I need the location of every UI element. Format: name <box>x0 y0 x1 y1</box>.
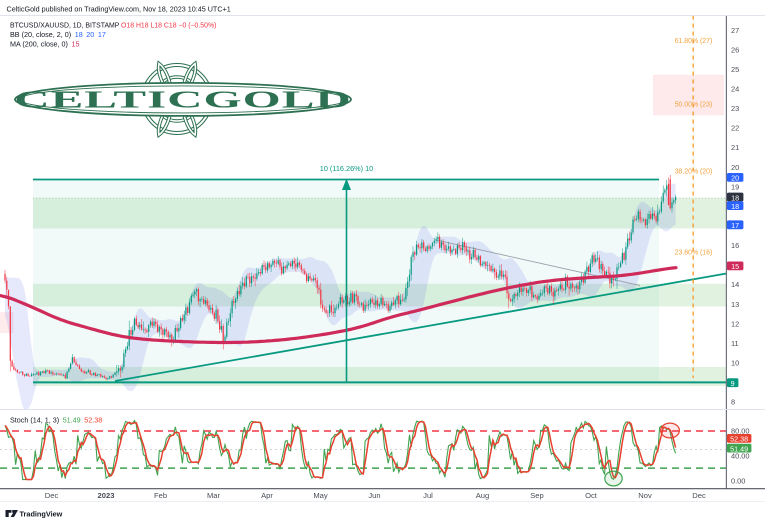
svg-text:16: 16 <box>731 241 739 250</box>
svg-text:26: 26 <box>731 45 739 54</box>
svg-text:21: 21 <box>731 143 739 152</box>
svg-text:14: 14 <box>731 280 739 289</box>
svg-text:52.38: 52.38 <box>730 435 748 444</box>
svg-text:0.00: 0.00 <box>731 476 745 485</box>
svg-text:BB (20, close, 2, 0) 18 20 17: BB (20, close, 2, 0) 18 20 17 <box>10 30 106 39</box>
svg-text:15: 15 <box>731 262 739 271</box>
svg-text:Sep: Sep <box>530 491 544 500</box>
svg-text:Jun: Jun <box>368 491 380 500</box>
svg-text:Aug: Aug <box>476 491 490 500</box>
svg-text:24: 24 <box>731 85 739 94</box>
svg-text:Dec: Dec <box>692 491 706 500</box>
svg-text:80.00: 80.00 <box>731 427 750 436</box>
svg-text:Jul: Jul <box>423 491 433 500</box>
svg-text:8: 8 <box>731 398 735 407</box>
svg-text:11: 11 <box>731 339 739 348</box>
svg-text:CelticGold published on Tradin: CelticGold published on TradingView.com,… <box>7 5 231 14</box>
svg-text:Feb: Feb <box>154 491 167 500</box>
svg-text:27: 27 <box>731 26 739 35</box>
svg-text:Mar: Mar <box>207 491 221 500</box>
svg-text:23.60% (16): 23.60% (16) <box>675 250 713 257</box>
svg-text:Apr: Apr <box>261 491 273 500</box>
svg-text:CELTICGOLD: CELTICGOLD <box>14 86 352 113</box>
svg-text:17: 17 <box>731 221 739 230</box>
svg-text:May: May <box>313 491 328 500</box>
svg-text:MA (200, close, 0) 15: MA (200, close, 0) 15 <box>10 39 80 48</box>
svg-text:Nov: Nov <box>638 491 652 500</box>
svg-text:61.80% (27): 61.80% (27) <box>675 38 713 45</box>
svg-text:18: 18 <box>731 193 739 202</box>
svg-text:12: 12 <box>731 319 739 328</box>
svg-text:22: 22 <box>731 124 739 133</box>
svg-text:TradingView: TradingView <box>20 509 63 518</box>
svg-text:9: 9 <box>731 379 735 388</box>
svg-text:40.00: 40.00 <box>731 452 750 461</box>
svg-text:18: 18 <box>731 202 739 211</box>
svg-text:10: 10 <box>731 359 739 368</box>
svg-text:Dec: Dec <box>45 491 59 500</box>
svg-text:23: 23 <box>731 104 739 113</box>
svg-text:20: 20 <box>731 174 739 183</box>
svg-text:2023: 2023 <box>98 491 115 500</box>
svg-text:38.20% (20): 38.20% (20) <box>675 169 713 176</box>
svg-text:13: 13 <box>731 300 739 309</box>
svg-text:25: 25 <box>731 65 739 74</box>
svg-text:10 (116.26%) 10: 10 (116.26%) 10 <box>320 164 373 173</box>
svg-text:Oct: Oct <box>585 491 598 500</box>
svg-text:19: 19 <box>731 182 739 191</box>
svg-text:20: 20 <box>731 163 739 172</box>
svg-text:50.00% (23): 50.00% (23) <box>675 102 713 109</box>
svg-text:51.49: 51.49 <box>730 444 748 453</box>
